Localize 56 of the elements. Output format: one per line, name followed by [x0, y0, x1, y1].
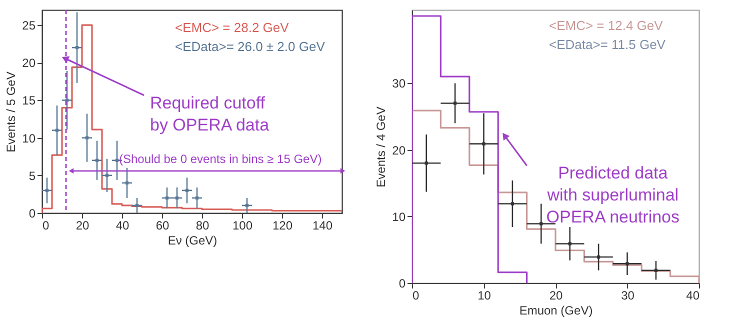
x-tick-label: 30 — [621, 288, 635, 302]
point — [135, 204, 139, 208]
point — [85, 136, 89, 140]
x-tick-label: 0 — [412, 288, 420, 302]
x-tick-label: 20 — [549, 288, 563, 302]
point — [105, 174, 109, 177]
annotation: <EMC> = 28.2 GeV — [175, 20, 290, 35]
x-tick-label: 40 — [686, 288, 700, 302]
y-tick-label: 0 — [28, 206, 36, 220]
y-axis-title: Events / 5 GeV — [4, 72, 18, 152]
point — [115, 158, 119, 162]
x-tick-label: 120 — [272, 218, 293, 232]
x-tick-label: 140 — [312, 218, 333, 232]
point — [95, 158, 99, 162]
y-tick-label: 25 — [22, 18, 36, 33]
point — [626, 262, 629, 266]
y-tick-label: 30 — [392, 76, 406, 91]
y-tick-label: 15 — [22, 94, 36, 108]
y-tick-label: 5 — [28, 168, 36, 183]
x-axis-title: Eν (GeV) — [168, 234, 218, 248]
point — [245, 204, 249, 208]
y-axis-title: Events / 4 GeV — [374, 106, 388, 188]
point — [510, 202, 514, 206]
point — [75, 46, 79, 50]
annotation: <EMC> = 12.4 GeV — [549, 18, 664, 33]
point — [482, 142, 486, 146]
annotation: <EData>= 26.0 ± 2.0 GeV — [175, 39, 326, 54]
point — [125, 181, 129, 185]
x-tick-label: 100 — [232, 218, 253, 232]
y-tick-label: 20 — [392, 143, 406, 158]
annotation: Required cutoff by OPERA data — [150, 93, 270, 134]
point — [424, 162, 428, 165]
annotation: Predicted data with superluminal OPERA neutrinos — [546, 164, 680, 227]
annotation: (Should be 0 events in bins ≥ 15 GeV) — [119, 152, 322, 166]
point — [175, 196, 179, 200]
x-tick-label: 0 — [42, 218, 50, 232]
point — [596, 255, 600, 259]
point — [45, 188, 49, 192]
point — [185, 188, 189, 192]
x-tick-label: 20 — [76, 218, 90, 232]
point — [453, 102, 457, 105]
y-tick-label: 0 — [398, 276, 406, 290]
point — [165, 196, 169, 200]
point — [654, 268, 658, 272]
x-tick-label: 40 — [116, 218, 130, 232]
point — [540, 222, 543, 226]
x-tick-label: 80 — [196, 218, 210, 232]
x-tick-label: 10 — [478, 288, 492, 302]
x-axis-title: Emuon (GeV) — [519, 304, 593, 318]
point — [195, 196, 199, 200]
point — [55, 128, 59, 132]
x-tick-label: 60 — [156, 218, 170, 232]
point — [568, 242, 572, 246]
y-tick-label: 10 — [22, 131, 36, 146]
y-tick-label: 20 — [22, 56, 36, 70]
annotation: <EData>= 11.5 GeV — [549, 37, 666, 52]
